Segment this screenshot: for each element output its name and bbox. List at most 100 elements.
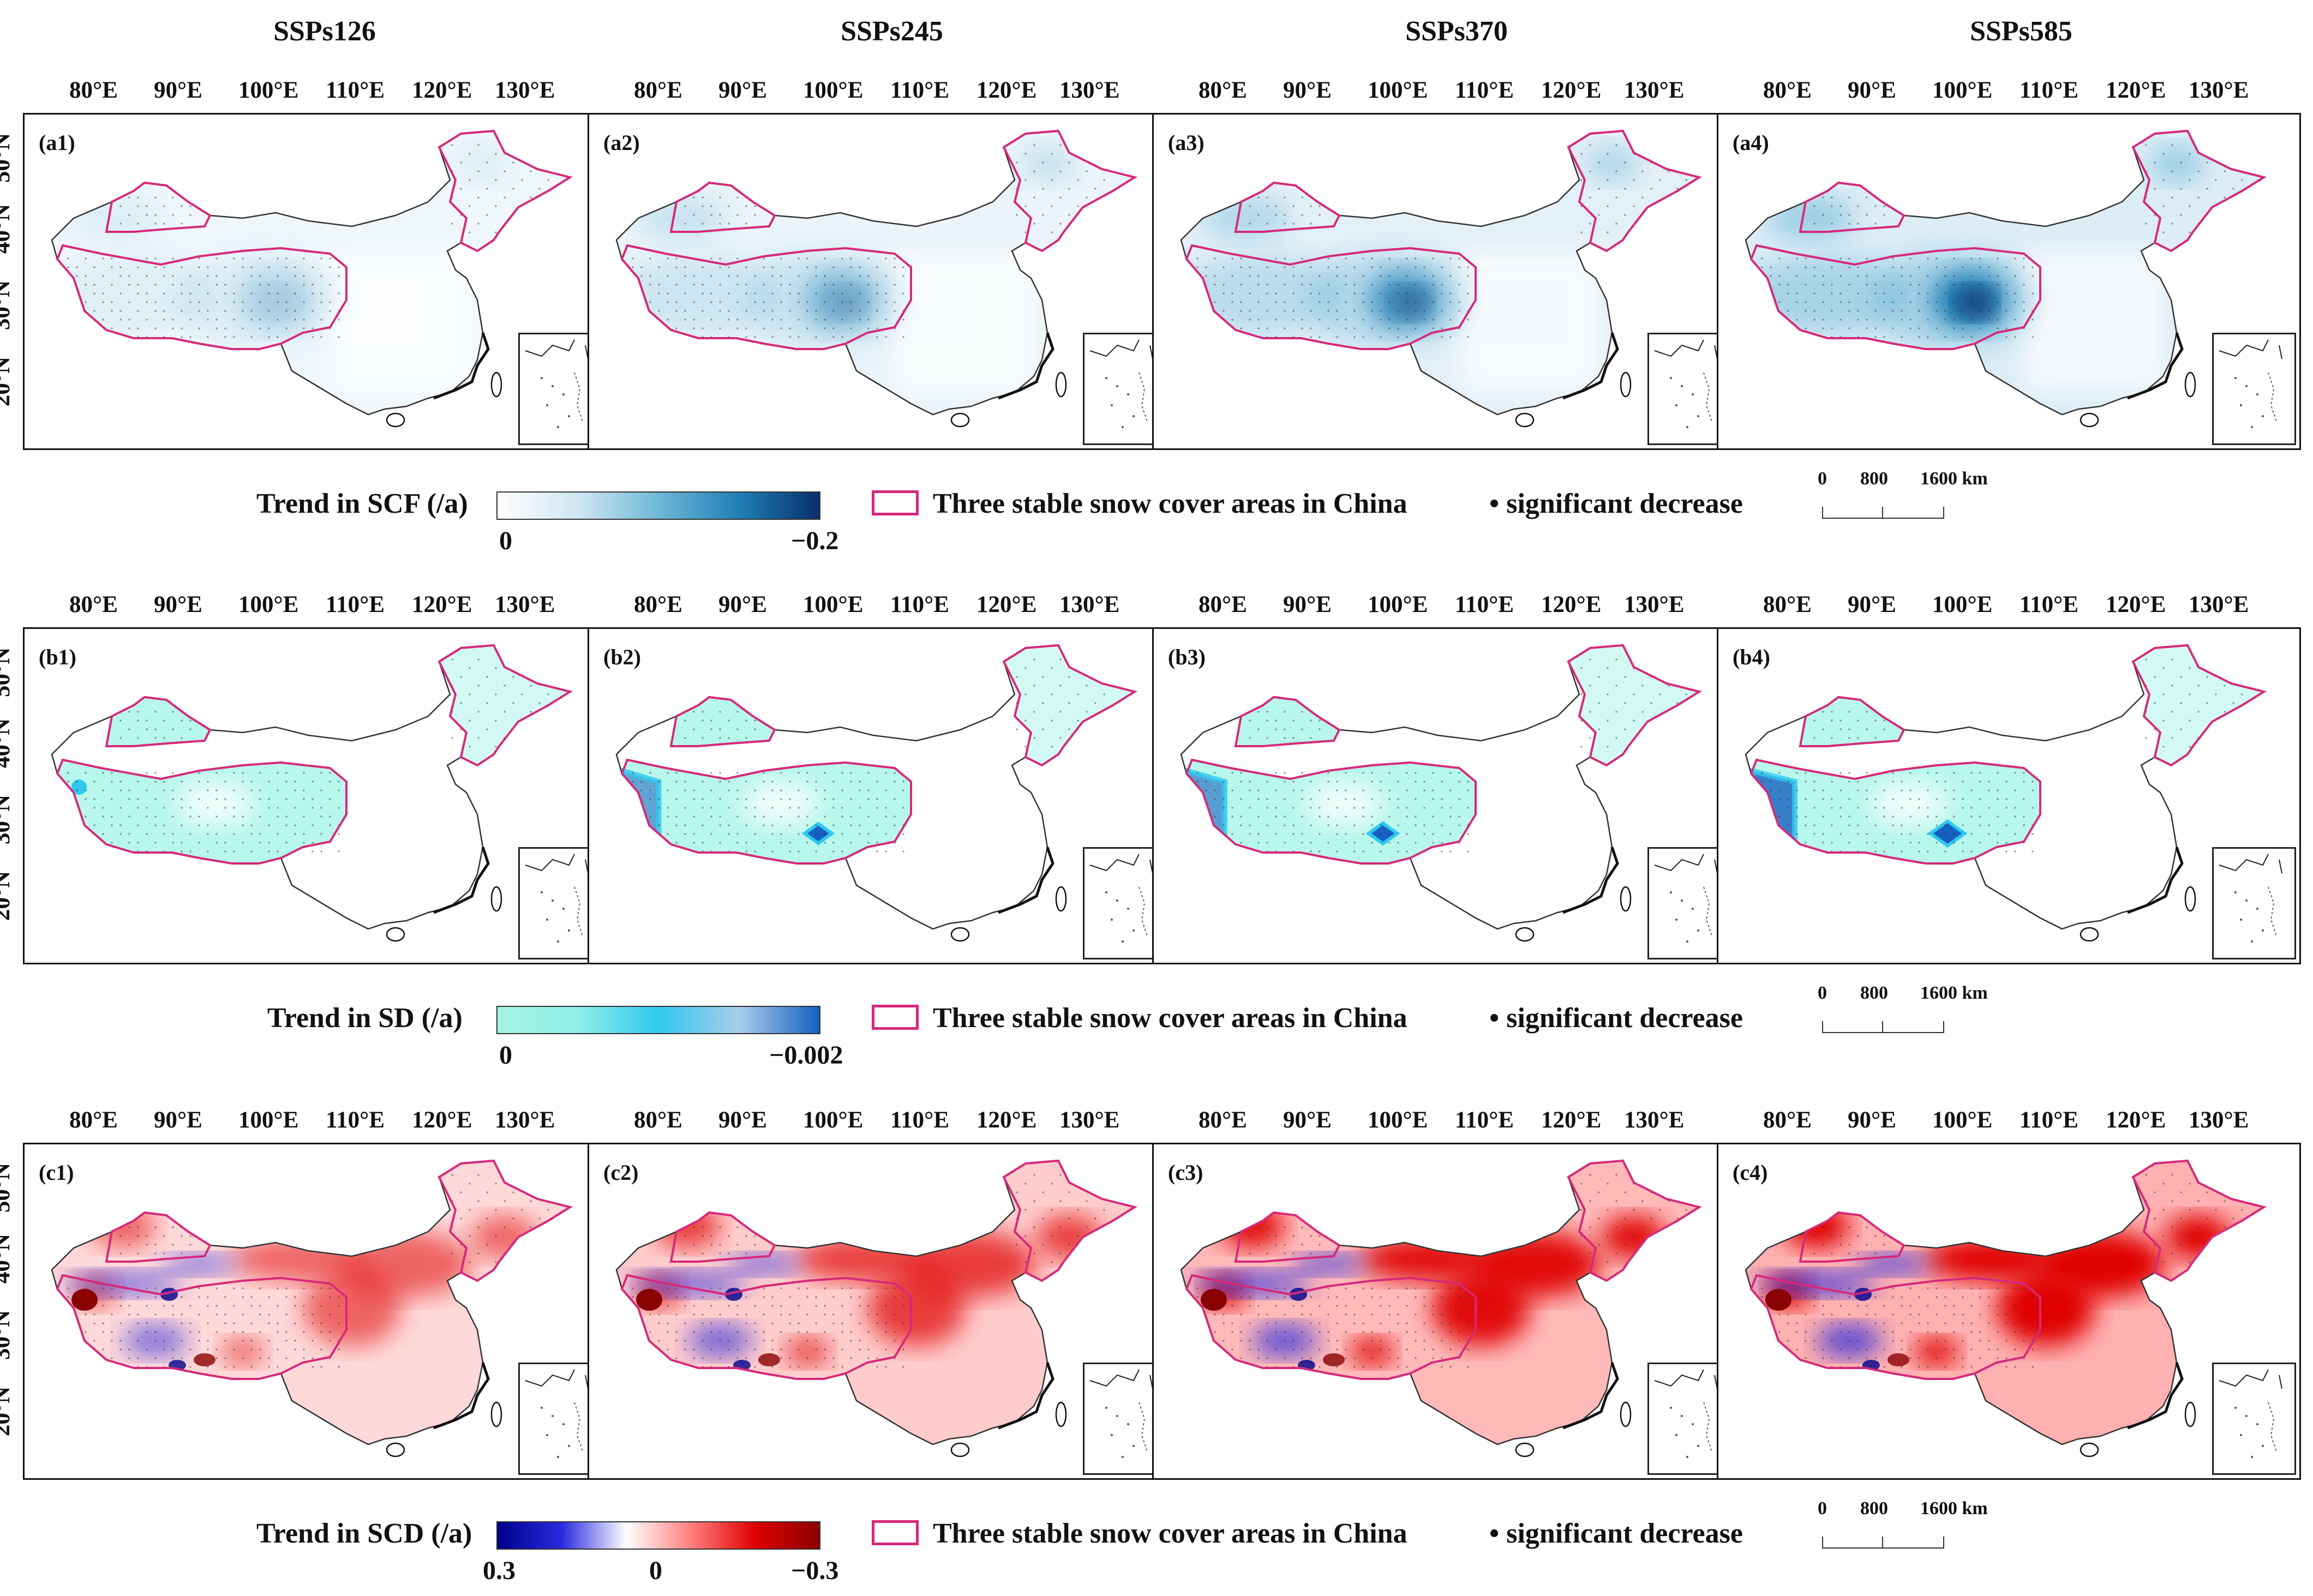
stable-snow-area-outline [2131, 1159, 2267, 1282]
map-panel-scf-3: (a3) [1152, 113, 1736, 450]
latitude-tick-label: 40°N [0, 718, 15, 769]
scale-label-800: 800 [1860, 983, 1888, 1003]
longitude-tick-label: 90°E [154, 592, 202, 617]
stable-snow-area-outline [1234, 181, 1341, 233]
scale-mid-tick [1882, 1537, 1883, 1547]
longitude-tick-label: 110°E [890, 77, 950, 103]
longitude-tick-label: 100°E [803, 592, 864, 617]
taiwan-island [1055, 886, 1067, 912]
hainan-island [2080, 1442, 2099, 1457]
stable-snow-area-outline [1185, 758, 1477, 865]
longitude-tick-label: 120°E [976, 592, 1037, 617]
longitude-tick-label: 90°E [1283, 592, 1332, 617]
longitude-tick-label: 90°E [1848, 1107, 1896, 1133]
scale-label-1600: 1600 km [1920, 983, 1988, 1003]
panel-label: (a3) [1168, 130, 1205, 155]
longitude-tick-label: 130°E [1059, 77, 1120, 103]
south-china-sea-inset [2212, 333, 2296, 445]
scale-label-0: 0 [1818, 983, 1827, 1003]
longitude-tick-label: 130°E [1059, 592, 1120, 617]
latitude-tick-label: 30°N [0, 794, 15, 845]
latitude-tick-label: 20°N [0, 356, 15, 407]
panel-label: (b2) [603, 645, 641, 669]
coastline [433, 332, 490, 400]
colorbar-title: Trend in SD (/a) [267, 1003, 463, 1034]
stable-snow-area-swatch [872, 1005, 919, 1030]
colorbar-title: Trend in SCD (/a) [256, 1518, 472, 1549]
stable-snow-area-outline [620, 244, 912, 350]
longitude-tick-label: 80°E [1199, 1107, 1247, 1133]
coastline [998, 332, 1054, 400]
stable-snow-area-outline [105, 181, 212, 233]
longitude-tick-label: 130°E [495, 77, 555, 103]
map-panel-scf-1: (a1) [23, 113, 607, 450]
longitude-tick-label: 100°E [1368, 1107, 1428, 1133]
longitude-tick-label: 100°E [803, 77, 864, 103]
map-canvas [615, 129, 1138, 428]
longitude-tick-label: 120°E [2106, 592, 2166, 617]
longitude-tick-label: 80°E [634, 1107, 682, 1133]
hainan-island [1515, 412, 1535, 428]
longitude-tick-label: 110°E [2020, 592, 2079, 617]
longitude-tick-label: 130°E [495, 592, 555, 617]
stable-snow-area-outline [1749, 1274, 2041, 1380]
hainan-island [386, 927, 405, 942]
coastline [1562, 847, 1619, 914]
longitude-tick-label: 100°E [1368, 77, 1428, 103]
stable-snow-area-outline [1749, 244, 2041, 350]
hainan-island [386, 412, 405, 428]
significance-legend-label: • significant decrease [1489, 488, 1743, 519]
longitude-tick-label: 80°E [69, 77, 118, 103]
panel-label: (c2) [603, 1160, 639, 1185]
colorbar-max-label: −0.3 [791, 1556, 839, 1585]
longitude-tick-label: 90°E [718, 1107, 767, 1133]
map-canvas [51, 129, 573, 428]
stable-snow-area-outline [1185, 1274, 1477, 1380]
scale-line [1822, 1021, 1944, 1033]
trend-field [52, 131, 570, 415]
longitude-tick-label: 90°E [1848, 77, 1896, 103]
longitude-tick-label: 130°E [2189, 592, 2249, 617]
coastline [2127, 332, 2184, 400]
colorbar-min-label: 0 [499, 526, 512, 555]
stable-snow-area-outline [1185, 244, 1477, 350]
latitude-tick-label: 50°N [0, 647, 15, 698]
longitude-tick-label: 90°E [154, 1107, 202, 1133]
stable-snow-area-outline [1567, 129, 1703, 253]
taiwan-island [1620, 886, 1632, 912]
longitude-tick-label: 120°E [412, 1107, 472, 1133]
colorbar-max-label: −0.002 [769, 1041, 843, 1070]
longitude-tick-label: 120°E [1541, 592, 1602, 617]
significance-legend-label: • significant decrease [1489, 1518, 1743, 1549]
panel-label: (b1) [39, 645, 76, 669]
colorbar-title: Trend in SCF (/a) [256, 488, 468, 519]
longitude-tick-label: 100°E [1932, 592, 1993, 617]
map-panel-scd-4: (c4) [1717, 1143, 2301, 1480]
scale-label-1600: 1600 km [1920, 469, 1988, 489]
longitude-tick-label: 110°E [326, 1107, 385, 1133]
longitude-tick-label: 120°E [1541, 1107, 1602, 1133]
column-title-ssp245: SSPs245 [841, 16, 943, 47]
stable-snow-area-outline [105, 695, 212, 747]
longitude-tick-label: 110°E [1455, 592, 1514, 617]
longitude-tick-label: 80°E [1763, 1107, 1812, 1133]
latitude-tick-label: 20°N [0, 871, 15, 921]
trend-field [1181, 131, 1699, 415]
longitude-tick-label: 130°E [2189, 1107, 2249, 1133]
taiwan-island [2184, 886, 2196, 912]
map-canvas [615, 1159, 1138, 1457]
scale-mid-tick [1882, 1021, 1883, 1032]
stable-snow-area-outline [1799, 1211, 1905, 1263]
stable-snow-area-outline [620, 1274, 912, 1380]
longitude-tick-label: 110°E [890, 592, 950, 617]
longitude-tick-label: 110°E [326, 592, 385, 617]
longitude-tick-label: 110°E [2020, 77, 2079, 103]
map-canvas [51, 1159, 573, 1457]
longitude-tick-label: 80°E [1763, 77, 1812, 103]
taiwan-island [1055, 371, 1067, 398]
significance-dots [632, 658, 1123, 853]
map-panel-scf-4: (a4) [1717, 113, 2301, 450]
significance-legend-label: • significant decrease [1489, 1003, 1743, 1034]
panel-label: (c4) [1733, 1160, 1768, 1185]
scale-line [1822, 507, 1944, 519]
